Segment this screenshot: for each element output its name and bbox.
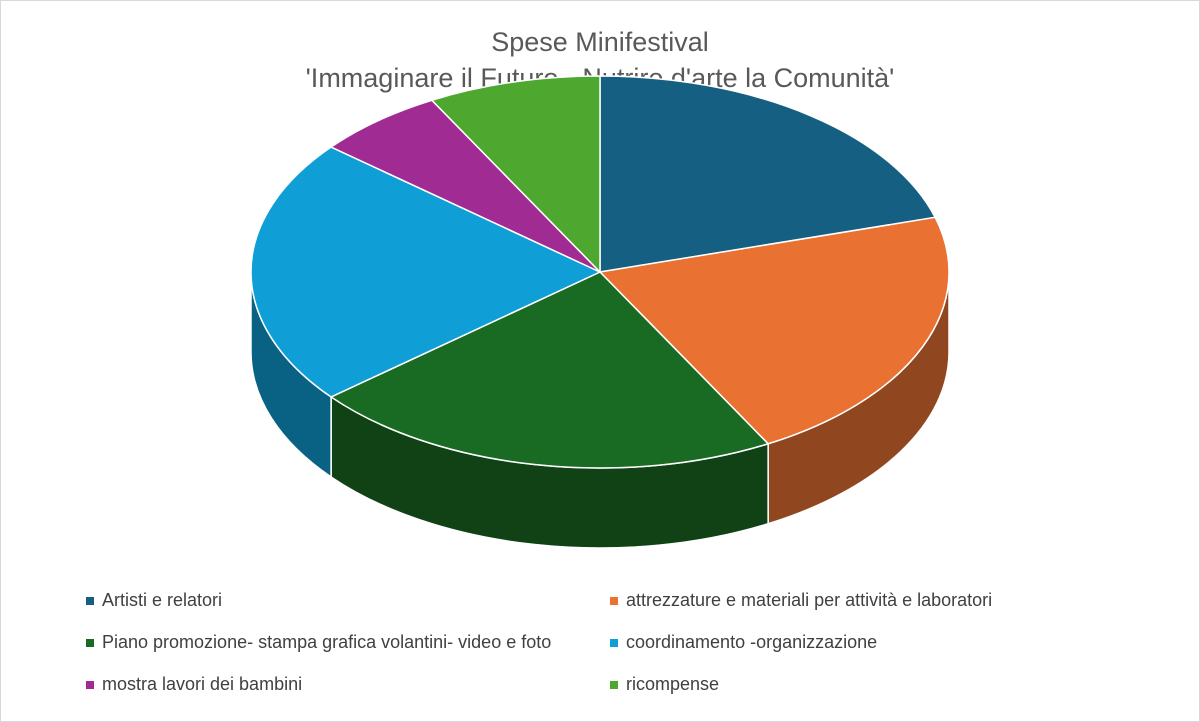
pie-slices bbox=[250, 75, 950, 469]
legend-item-4: coordinamento -organizzazione bbox=[610, 632, 877, 653]
legend-item-5: mostra lavori dei bambini bbox=[86, 674, 302, 695]
legend-label: mostra lavori dei bambini bbox=[102, 674, 303, 694]
legend-swatch bbox=[86, 596, 94, 605]
pie-slice-1 bbox=[599, 75, 936, 273]
pie-slice-3 bbox=[330, 271, 769, 469]
pie-slice-6 bbox=[431, 75, 601, 273]
legend-swatch bbox=[610, 680, 618, 689]
legend-swatch bbox=[86, 680, 94, 689]
legend-swatch bbox=[86, 638, 94, 647]
legend-item-6: ricompense bbox=[610, 674, 719, 695]
pie-slice-5 bbox=[330, 99, 601, 273]
legend-label: Artisti e relatori bbox=[102, 590, 223, 610]
legend-label: ricompense bbox=[626, 674, 720, 694]
legend-label: Piano promozione- stampa grafica volanti… bbox=[102, 632, 552, 652]
legend-label: coordinamento -organizzazione bbox=[626, 632, 878, 652]
legend-item-1: Artisti e relatori bbox=[86, 590, 222, 611]
legend-item-3: Piano promozione- stampa grafica volanti… bbox=[86, 632, 551, 653]
pie-slice-4 bbox=[250, 146, 601, 398]
legend-swatch bbox=[610, 638, 618, 647]
legend-label: attrezzature e materiali per attività e … bbox=[626, 590, 993, 610]
pie-slice-2 bbox=[599, 216, 950, 445]
legend-swatch bbox=[610, 596, 618, 605]
chart-title: Spese Minifestival bbox=[491, 27, 709, 57]
legend-item-2: attrezzature e materiali per attività e … bbox=[610, 590, 992, 611]
